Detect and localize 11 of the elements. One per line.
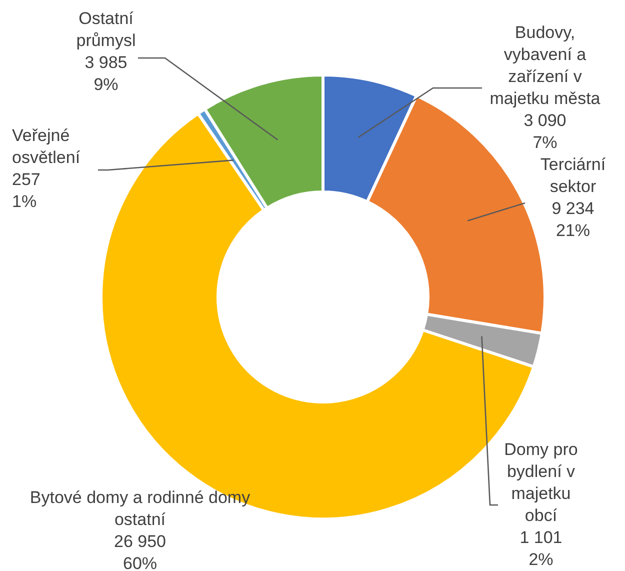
slice-label: Terciární sektor: [540, 155, 606, 196]
data-label: 1 101 2%: [520, 528, 562, 569]
slice-label: Domy pro bydlení v majetku obcí: [504, 440, 578, 525]
slice-label: Veřejné osvětlení: [12, 126, 80, 167]
slice-label: Ostatní průmysl: [76, 9, 136, 50]
slice-label: Budovy, vybavení a zařízení v majetku města: [490, 23, 601, 108]
data-label: 26 950 60%: [114, 532, 166, 571]
data-label: 3 090 7%: [524, 111, 566, 152]
data-label: 9 234 21%: [552, 199, 594, 240]
data-label: 257 1%: [12, 170, 40, 211]
data-label: 3 985 9%: [84, 53, 128, 94]
